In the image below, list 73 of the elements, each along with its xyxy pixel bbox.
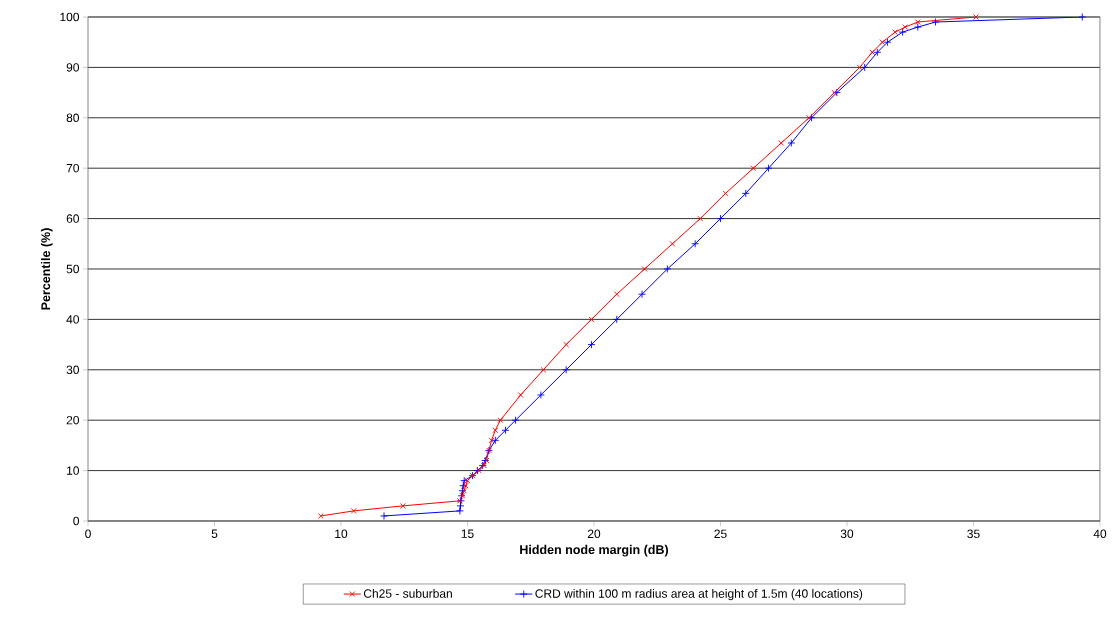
- point: [722, 190, 729, 197]
- point: [716, 214, 725, 223]
- point: [501, 426, 510, 435]
- point: [492, 427, 499, 434]
- y-axis-title: Percentile (%): [40, 228, 53, 310]
- x-tick-label: 15: [461, 529, 474, 538]
- y-tick-label: 60: [66, 214, 80, 223]
- point: [892, 29, 898, 36]
- point: [691, 239, 700, 248]
- x-tick-label: 10: [335, 529, 348, 539]
- point: [787, 139, 796, 147]
- y-tick-label: 40: [66, 315, 80, 324]
- y-tick-label: 100: [60, 12, 80, 22]
- point: [497, 417, 504, 424]
- x-axis-title: Hidden node margin (dB): [520, 544, 669, 557]
- y-tick-label: 30: [66, 365, 80, 375]
- point: [869, 49, 876, 56]
- x-tick-label: 40: [1093, 529, 1107, 539]
- point: [663, 265, 672, 273]
- point: [914, 19, 921, 25]
- point: [455, 506, 464, 515]
- point: [488, 437, 495, 444]
- y-tick-label: 10: [67, 466, 80, 475]
- point: [612, 315, 621, 324]
- point: [317, 513, 324, 519]
- y-tick-label: 70: [66, 163, 80, 173]
- y-tick-label: 50: [66, 264, 80, 274]
- point: [491, 436, 500, 445]
- point: [883, 38, 892, 47]
- point: [400, 502, 406, 509]
- point: [860, 63, 869, 72]
- legend-label: Ch25 - suburban: [363, 588, 452, 598]
- point: [879, 39, 886, 46]
- point: [902, 24, 909, 30]
- point: [563, 341, 570, 348]
- point: [587, 340, 596, 349]
- x-tick-label: 30: [840, 529, 854, 539]
- point: [456, 501, 465, 510]
- x-tick-label: 35: [967, 529, 980, 539]
- point: [562, 365, 571, 374]
- x-tick-label: 25: [714, 529, 727, 539]
- point: [517, 392, 524, 398]
- point: [697, 215, 704, 222]
- point: [764, 164, 773, 173]
- y-tick-label: 80: [66, 113, 80, 123]
- point: [931, 18, 940, 26]
- point: [380, 512, 388, 520]
- point: [641, 266, 648, 272]
- point: [638, 290, 646, 299]
- point: [873, 48, 882, 57]
- point: [588, 316, 595, 323]
- point: [464, 477, 471, 484]
- point: [913, 23, 922, 32]
- point: [350, 507, 357, 514]
- y-tick-label: 20: [66, 415, 80, 425]
- point: [511, 416, 520, 425]
- x-tick-label: 0: [85, 529, 91, 539]
- legend-label: CRD within 100 m radius area at height of 1.5m (40 locations): [535, 588, 863, 601]
- point: [613, 291, 620, 298]
- point: [898, 28, 907, 37]
- y-tick-label: 90: [66, 63, 80, 72]
- point: [536, 391, 545, 399]
- x-tick-label: 20: [587, 529, 601, 539]
- y-tick-label: 0: [73, 516, 80, 526]
- point: [1078, 13, 1087, 21]
- point: [669, 240, 676, 247]
- point: [741, 189, 750, 198]
- point: [806, 114, 812, 121]
- point: [778, 140, 785, 146]
- point: [750, 165, 757, 172]
- point: [540, 366, 547, 373]
- point: [856, 64, 863, 71]
- x-tick-label: 5: [211, 529, 218, 538]
